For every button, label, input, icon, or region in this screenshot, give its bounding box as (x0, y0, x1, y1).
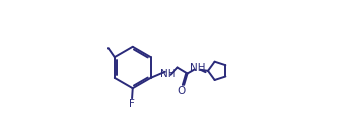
Text: NH: NH (160, 68, 175, 79)
Text: F: F (129, 99, 135, 109)
Text: O: O (178, 86, 186, 96)
Text: NH: NH (190, 63, 205, 73)
